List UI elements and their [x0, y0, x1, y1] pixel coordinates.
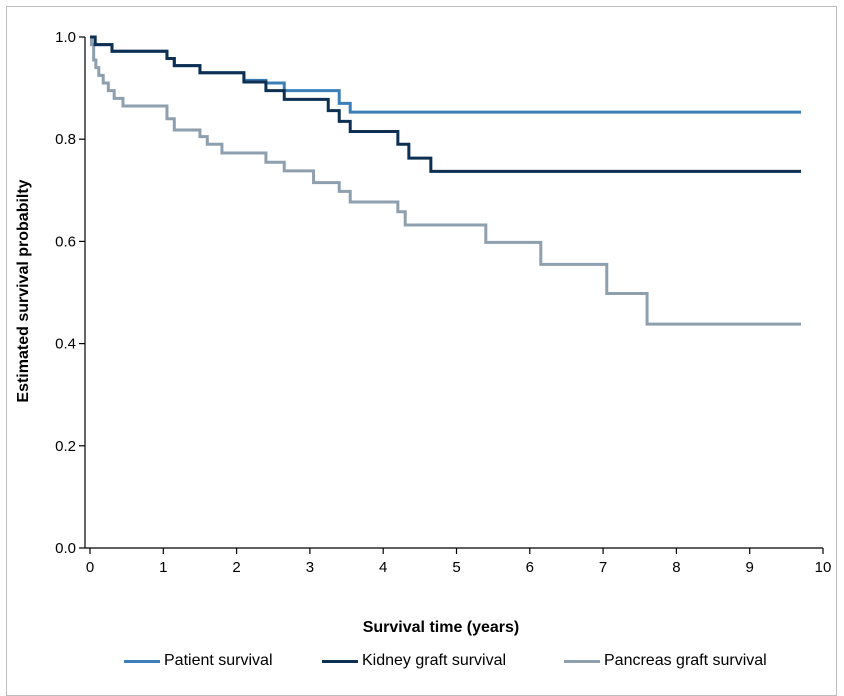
x-tick-label: 0	[86, 559, 94, 576]
x-tick-label: 6	[526, 559, 534, 576]
y-axis-title: Estimated survival probabilty	[15, 179, 32, 402]
x-tick-label: 7	[599, 559, 607, 576]
legend-swatch-1	[322, 659, 358, 663]
survival-chart: 0 1 2 3 4 5 6 7 8 9 10 0.0 0.2 0.4 0.6 0.8 1.0 Survival …	[15, 29, 831, 636]
series-layer	[89, 35, 802, 326]
x-tick-label: 5	[452, 559, 460, 576]
x-tick-label: 4	[379, 559, 387, 576]
x-tick-label: 9	[746, 559, 754, 576]
x-tick-label: 8	[672, 559, 680, 576]
x-axis-title: Survival time (years)	[363, 619, 520, 636]
legend-label-0: Patient survival	[164, 652, 273, 669]
legend-item-1: Kidney graft survival	[322, 648, 506, 674]
legend-swatch-2	[564, 659, 600, 663]
series-line-pancreas-graft-survival	[89, 35, 802, 326]
y-tick-label: 0.4	[55, 336, 76, 353]
y-tick-label: 1.0	[55, 29, 76, 46]
y-tick-label: 0.8	[55, 131, 76, 148]
legend-label-2: Pancreas graft survival	[604, 652, 767, 669]
legend: Patient survival Kidney graft survival P…	[0, 648, 844, 674]
series-line-kidney-graft-survival	[90, 35, 802, 173]
legend-label-1: Kidney graft survival	[362, 652, 507, 669]
legend-item-0: Patient survival	[124, 648, 273, 674]
legend-swatch-0	[124, 659, 160, 663]
y-tick-label: 0.6	[55, 233, 76, 250]
x-tick-label: 1	[159, 559, 167, 576]
axes: 0 1 2 3 4 5 6 7 8 9 10 0.0 0.2 0.4 0.6 0.8 1.0	[55, 29, 831, 576]
series-line-patient-survival	[90, 35, 802, 114]
x-tick-label: 10	[815, 559, 832, 576]
y-tick-label: 0.0	[55, 540, 76, 557]
x-tick-label: 3	[306, 559, 314, 576]
y-tick-label: 0.2	[55, 438, 76, 455]
legend-item-2: Pancreas graft survival	[564, 648, 767, 674]
x-tick-label: 2	[232, 559, 240, 576]
